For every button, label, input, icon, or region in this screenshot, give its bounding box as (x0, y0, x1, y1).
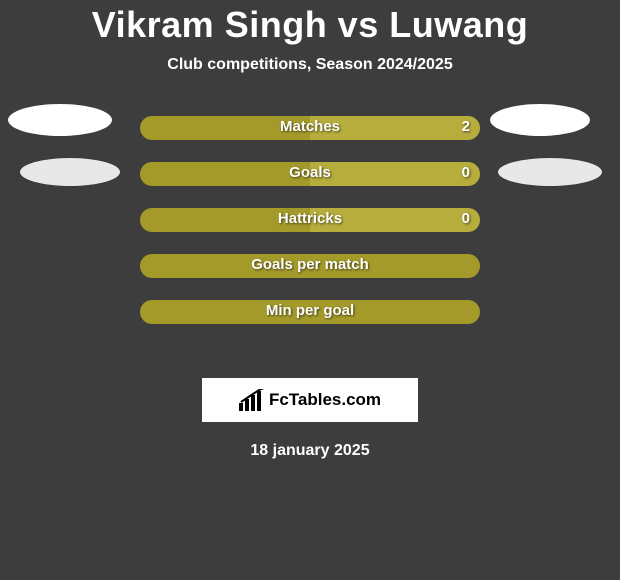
site-logo-text: FcTables.com (269, 390, 381, 410)
generated-date: 18 january 2025 (0, 442, 620, 460)
fctables-chart-icon (239, 389, 265, 411)
stat-row: Hattricks0 (140, 208, 480, 232)
stat-bar-right (310, 162, 480, 186)
player-left-photo-2 (20, 158, 120, 186)
stat-bar-full (140, 254, 480, 278)
stat-row: Goals per match (140, 254, 480, 278)
stat-bar-left (140, 208, 310, 232)
site-logo[interactable]: FcTables.com (202, 378, 418, 422)
stat-bar-left (140, 116, 310, 140)
stat-bar-left (140, 162, 310, 186)
comparison-canvas: Matches2 Goals0 Hattricks0 Goals per match M… (0, 104, 620, 364)
stat-row: Goals0 (140, 162, 480, 186)
stat-bar-full (140, 300, 480, 324)
stat-bar-right (310, 208, 480, 232)
player-left-photo-1 (8, 104, 112, 136)
player-right-photo-1 (490, 104, 590, 136)
stat-bar-right (310, 116, 480, 140)
stat-row: Matches2 (140, 116, 480, 140)
player-right-photo-2 (498, 158, 602, 186)
stat-row: Min per goal (140, 300, 480, 324)
subtitle: Club competitions, Season 2024/2025 (0, 56, 620, 74)
page-title: Vikram Singh vs Luwang (0, 0, 620, 46)
